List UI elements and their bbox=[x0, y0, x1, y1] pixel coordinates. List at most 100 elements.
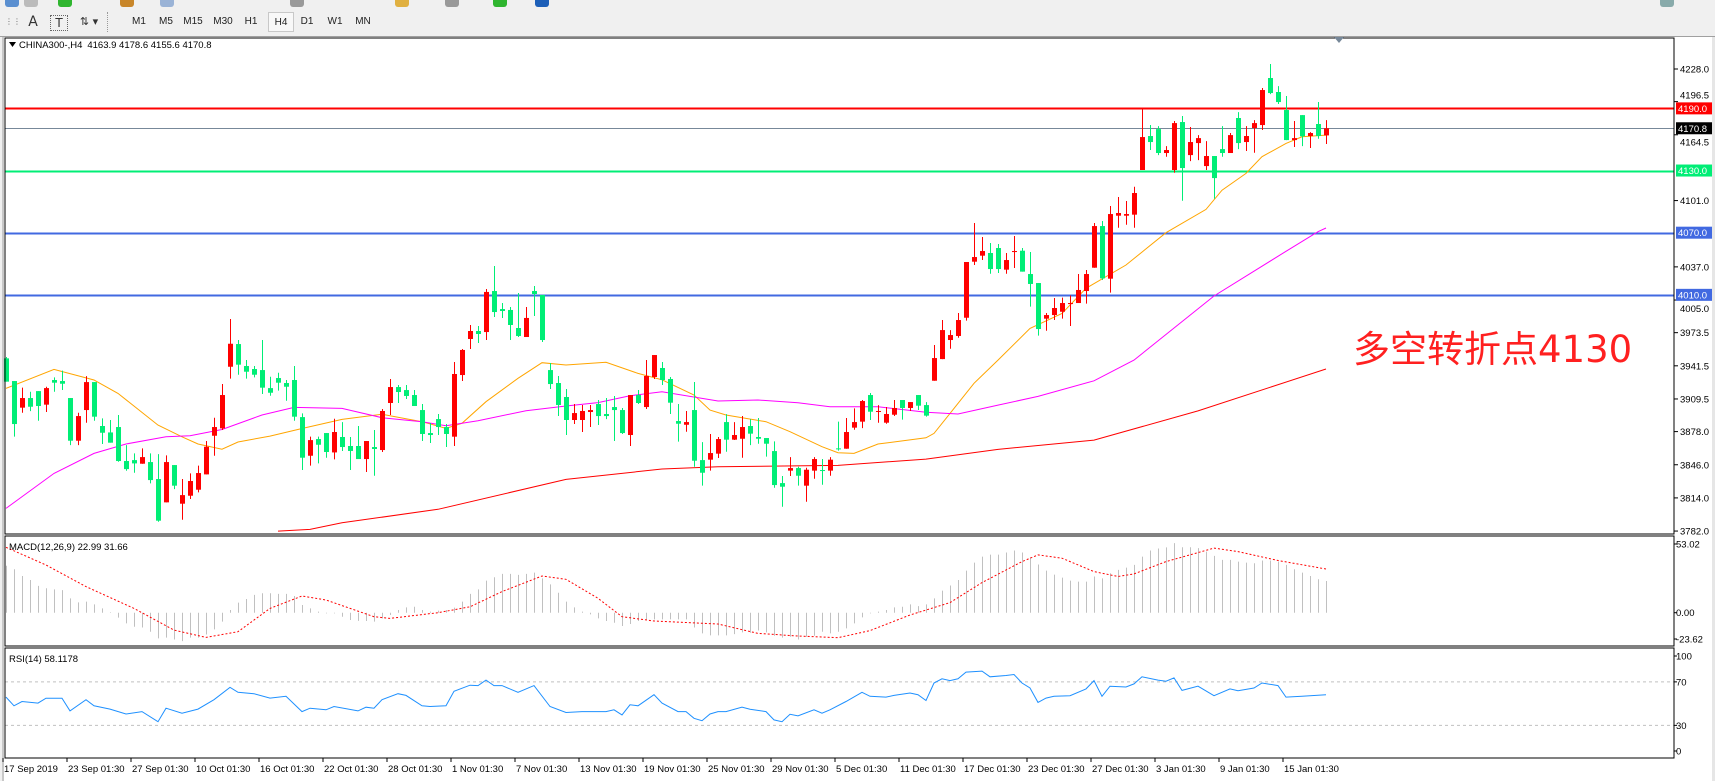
candle[interactable] bbox=[740, 416, 745, 458]
candle[interactable] bbox=[188, 473, 193, 500]
candle[interactable] bbox=[348, 436, 353, 471]
candle[interactable] bbox=[132, 453, 137, 473]
candle[interactable] bbox=[532, 286, 537, 316]
candle[interactable] bbox=[748, 419, 753, 446]
candle[interactable] bbox=[692, 381, 697, 467]
candle[interactable] bbox=[476, 326, 481, 344]
candle[interactable] bbox=[1116, 197, 1121, 228]
candle[interactable] bbox=[340, 422, 345, 451]
candle[interactable] bbox=[180, 479, 185, 520]
candle[interactable] bbox=[1076, 274, 1081, 304]
candle[interactable] bbox=[844, 418, 849, 449]
candle[interactable] bbox=[1196, 135, 1201, 161]
candle[interactable] bbox=[292, 366, 297, 421]
candle[interactable] bbox=[1220, 126, 1225, 157]
candle[interactable] bbox=[1260, 88, 1265, 131]
timeframe-m15-button[interactable]: M15 bbox=[183, 16, 203, 27]
timeframe-m5-button[interactable]: M5 bbox=[159, 16, 173, 27]
timeframe-h1-button[interactable]: H1 bbox=[244, 16, 258, 27]
candle[interactable] bbox=[1244, 126, 1249, 152]
candle[interactable] bbox=[860, 400, 865, 429]
timeframe-m1-button[interactable]: M1 bbox=[132, 16, 146, 27]
expert-icon[interactable] bbox=[120, 0, 134, 7]
candle[interactable] bbox=[732, 422, 737, 440]
candle[interactable] bbox=[1084, 269, 1089, 304]
candle[interactable] bbox=[884, 407, 889, 424]
candle[interactable] bbox=[1108, 205, 1113, 293]
timeframe-mn-button[interactable]: MN bbox=[355, 16, 371, 27]
annotation-text[interactable]: 多空转折点4130 bbox=[1353, 328, 1632, 371]
candle[interactable] bbox=[84, 376, 89, 423]
candle[interactable] bbox=[332, 418, 337, 460]
candle[interactable] bbox=[364, 441, 369, 473]
timeframe-w1-button[interactable]: W1 bbox=[327, 16, 343, 27]
candle[interactable] bbox=[316, 436, 321, 464]
candle[interactable] bbox=[1060, 297, 1065, 319]
candle[interactable] bbox=[1204, 141, 1209, 171]
candle[interactable] bbox=[484, 288, 489, 341]
candle[interactable] bbox=[396, 384, 401, 404]
candle[interactable] bbox=[68, 398, 73, 446]
candle[interactable] bbox=[508, 306, 513, 341]
candle[interactable] bbox=[156, 454, 161, 522]
candle[interactable] bbox=[868, 393, 873, 420]
candle[interactable] bbox=[212, 417, 217, 456]
candle[interactable] bbox=[876, 405, 881, 423]
candle[interactable] bbox=[548, 363, 553, 390]
candle[interactable] bbox=[588, 404, 593, 428]
candle[interactable] bbox=[468, 324, 473, 350]
candle[interactable] bbox=[148, 453, 153, 484]
zoom-icon[interactable] bbox=[24, 0, 38, 7]
candle[interactable] bbox=[956, 312, 961, 338]
candle[interactable] bbox=[820, 459, 825, 485]
candle[interactable] bbox=[1028, 252, 1033, 307]
candle[interactable] bbox=[812, 457, 817, 479]
candle[interactable] bbox=[652, 355, 657, 379]
text-label-tool-button[interactable]: T bbox=[50, 15, 68, 31]
candle[interactable] bbox=[1012, 236, 1017, 269]
candle[interactable] bbox=[1100, 220, 1105, 281]
candle[interactable] bbox=[828, 457, 833, 476]
candle[interactable] bbox=[524, 306, 529, 338]
candle[interactable] bbox=[1156, 126, 1161, 156]
candle[interactable] bbox=[92, 382, 97, 421]
timeframe-h4-button[interactable]: H4 bbox=[268, 12, 294, 32]
candle[interactable] bbox=[1132, 186, 1137, 228]
candle[interactable] bbox=[276, 372, 281, 391]
candle[interactable] bbox=[220, 384, 225, 431]
chart-shift-marker[interactable] bbox=[1334, 37, 1344, 43]
grid-tool-icon[interactable]: ⋮⋮ bbox=[5, 17, 21, 26]
candle[interactable] bbox=[1316, 102, 1321, 139]
candle[interactable] bbox=[44, 386, 49, 413]
candle[interactable] bbox=[924, 402, 929, 417]
candle[interactable] bbox=[164, 455, 169, 503]
pencil-icon[interactable] bbox=[395, 0, 409, 7]
candle[interactable] bbox=[1236, 112, 1241, 150]
candle[interactable] bbox=[996, 243, 1001, 273]
candle[interactable] bbox=[100, 418, 105, 445]
candle[interactable] bbox=[404, 384, 409, 399]
candle[interactable] bbox=[500, 303, 505, 318]
add-indicator-icon[interactable] bbox=[493, 0, 507, 7]
candle[interactable] bbox=[196, 465, 201, 493]
candle[interactable] bbox=[268, 376, 273, 396]
candle[interactable] bbox=[716, 436, 721, 459]
chart-shift-icon[interactable] bbox=[445, 0, 459, 7]
candle[interactable] bbox=[372, 430, 377, 476]
candle[interactable] bbox=[940, 320, 945, 360]
candle[interactable] bbox=[1308, 132, 1313, 149]
candle[interactable] bbox=[52, 377, 57, 392]
collapse-triangle-icon[interactable] bbox=[9, 42, 16, 47]
candle[interactable] bbox=[756, 418, 761, 444]
candle[interactable] bbox=[420, 404, 425, 442]
candle[interactable] bbox=[780, 476, 785, 507]
candle[interactable] bbox=[108, 419, 113, 443]
candle[interactable] bbox=[228, 318, 233, 379]
candle[interactable] bbox=[140, 448, 145, 464]
candle[interactable] bbox=[788, 457, 793, 477]
candle[interactable] bbox=[892, 400, 897, 417]
candle[interactable] bbox=[1292, 121, 1297, 148]
templates-icon[interactable] bbox=[535, 0, 549, 7]
candle[interactable] bbox=[708, 433, 713, 471]
candle[interactable] bbox=[836, 421, 841, 451]
